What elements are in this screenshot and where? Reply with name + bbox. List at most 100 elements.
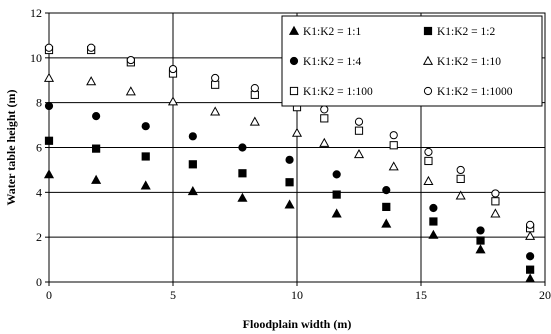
data-point bbox=[249, 116, 260, 126]
legend-label: K1:K2 = 1:1000 bbox=[437, 86, 513, 98]
x-axis-title: Floodplain width (m) bbox=[243, 317, 352, 331]
y-tick-label: 8 bbox=[36, 96, 42, 110]
data-point bbox=[429, 217, 438, 226]
data-point bbox=[424, 156, 433, 166]
data-point bbox=[491, 197, 500, 206]
legend-item: K1:K2 = 1:10 bbox=[422, 55, 501, 68]
data-point bbox=[456, 165, 465, 175]
data-point bbox=[210, 106, 221, 116]
data-point bbox=[44, 43, 54, 52]
data-point bbox=[353, 148, 365, 159]
data-point bbox=[285, 155, 294, 164]
data-point bbox=[44, 136, 54, 145]
data-point bbox=[291, 127, 303, 137]
data-point bbox=[238, 169, 247, 178]
series-2 bbox=[44, 136, 535, 274]
x-tick-label: 10 bbox=[291, 288, 303, 302]
y-tick-label: 12 bbox=[30, 6, 42, 20]
data-point bbox=[332, 170, 341, 179]
y-axis-ticks: 0 2 4 6 8 10 12 bbox=[30, 6, 49, 289]
data-point bbox=[126, 55, 135, 65]
data-point bbox=[490, 208, 501, 218]
legend-label: K1:K2 = 1:1 bbox=[303, 26, 361, 38]
data-point bbox=[476, 226, 485, 235]
data-point bbox=[428, 229, 439, 239]
data-point bbox=[455, 190, 466, 200]
data-point bbox=[91, 174, 102, 184]
x-tick-label: 15 bbox=[415, 288, 427, 302]
y-tick-label: 4 bbox=[36, 185, 42, 199]
y-tick-label: 2 bbox=[36, 230, 42, 244]
data-point bbox=[140, 180, 151, 190]
series-1 bbox=[43, 169, 536, 283]
data-point bbox=[211, 73, 220, 83]
y-tick-label: 6 bbox=[36, 141, 42, 155]
data-point bbox=[381, 218, 392, 228]
data-point bbox=[125, 86, 136, 96]
data-point bbox=[188, 160, 197, 169]
data-point bbox=[525, 230, 536, 240]
data-point bbox=[526, 220, 535, 229]
data-point bbox=[354, 126, 364, 135]
legend-marker bbox=[423, 86, 433, 96]
data-point bbox=[382, 185, 391, 195]
data-point bbox=[354, 117, 364, 126]
series-3 bbox=[44, 101, 535, 261]
data-point bbox=[141, 122, 150, 131]
data-point bbox=[475, 244, 486, 254]
data-point bbox=[423, 175, 434, 185]
data-point bbox=[284, 199, 295, 209]
data-point bbox=[141, 152, 150, 161]
legend-label: K1:K2 = 1:2 bbox=[437, 26, 495, 38]
data-point bbox=[92, 144, 101, 153]
data-point bbox=[43, 169, 55, 179]
data-point bbox=[86, 76, 97, 86]
data-point bbox=[237, 192, 248, 202]
legend-item: K1:K2 = 1:1000 bbox=[423, 86, 513, 98]
data-point bbox=[188, 132, 197, 141]
legend: K1:K2 = 1:1 K1:K2 = 1:2 K1:K2 = 1:4 K1:K2 =… bbox=[281, 15, 543, 107]
data-point bbox=[44, 101, 54, 111]
legend-marker bbox=[288, 25, 300, 35]
data-point bbox=[167, 96, 179, 106]
legend-item: K1:K2 = 1:2 bbox=[423, 26, 495, 38]
legend-marker bbox=[422, 55, 434, 65]
data-point bbox=[168, 64, 178, 74]
data-point bbox=[320, 105, 329, 114]
legend-marker bbox=[423, 26, 433, 36]
data-point bbox=[250, 90, 259, 99]
data-point bbox=[250, 83, 259, 93]
data-point bbox=[382, 202, 391, 212]
y-tick-label: 10 bbox=[30, 51, 42, 65]
data-point bbox=[285, 178, 294, 187]
legend-box bbox=[281, 15, 543, 107]
legend-item: K1:K2 = 1:100 bbox=[289, 86, 373, 98]
y-axis-title: Water table height (m) bbox=[4, 89, 18, 205]
series-4 bbox=[43, 72, 536, 240]
legend-label: K1:K2 = 1:4 bbox=[303, 56, 361, 68]
data-point bbox=[331, 208, 342, 218]
data-point bbox=[319, 137, 330, 147]
data-point bbox=[526, 265, 535, 274]
x-tick-label: 20 bbox=[539, 288, 551, 302]
data-points bbox=[43, 43, 536, 283]
data-point bbox=[332, 190, 341, 199]
x-tick-label: 0 bbox=[46, 288, 52, 302]
data-point bbox=[87, 43, 96, 52]
data-point bbox=[389, 141, 398, 150]
x-tick-label: 5 bbox=[170, 288, 176, 302]
legend-item: K1:K2 = 1:1 bbox=[288, 25, 361, 38]
legend-label: K1:K2 = 1:100 bbox=[303, 86, 373, 98]
legend-marker bbox=[289, 56, 299, 66]
data-point bbox=[526, 252, 535, 261]
legend-label: K1:K2 = 1:10 bbox=[437, 56, 501, 68]
data-point bbox=[187, 185, 198, 196]
data-point bbox=[476, 236, 485, 245]
data-point bbox=[388, 161, 399, 171]
data-point bbox=[429, 203, 438, 213]
legend-marker bbox=[289, 86, 299, 96]
data-point bbox=[424, 147, 433, 157]
data-point bbox=[525, 273, 536, 283]
data-point bbox=[491, 189, 500, 198]
